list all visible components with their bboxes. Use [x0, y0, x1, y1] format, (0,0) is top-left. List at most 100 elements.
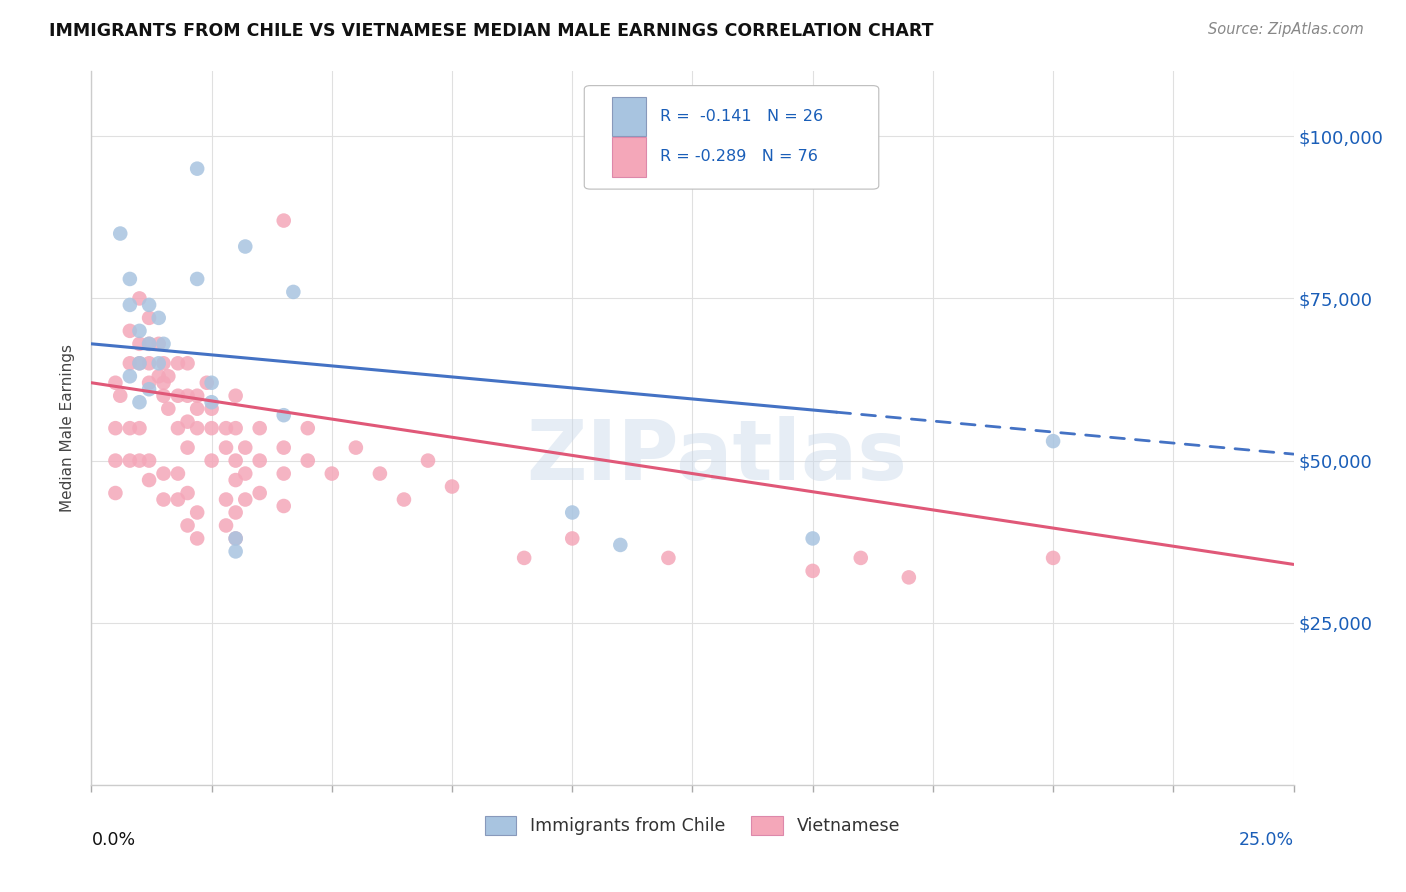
Point: [128, 356, 150, 370]
Point: [215, 518, 238, 533]
Point: [176, 518, 198, 533]
Point: [273, 467, 295, 481]
Point: [152, 336, 174, 351]
Point: [128, 356, 150, 370]
Point: [118, 356, 141, 370]
Point: [167, 467, 190, 481]
Point: [297, 421, 319, 435]
Point: [128, 421, 150, 435]
Point: [138, 376, 160, 390]
Point: [138, 310, 160, 325]
Point: [104, 376, 127, 390]
Point: [152, 492, 174, 507]
Point: [138, 336, 160, 351]
Point: [176, 415, 198, 429]
Point: [152, 376, 174, 390]
Point: [128, 395, 150, 409]
Point: [110, 389, 132, 403]
Point: [249, 486, 271, 500]
Point: [392, 492, 415, 507]
Text: Source: ZipAtlas.com: Source: ZipAtlas.com: [1208, 22, 1364, 37]
Point: [176, 389, 198, 403]
Point: [225, 473, 247, 487]
Point: [368, 467, 391, 481]
Point: [249, 421, 271, 435]
Text: ZIPatlas: ZIPatlas: [526, 417, 907, 497]
Point: [104, 421, 127, 435]
Point: [440, 479, 463, 493]
Point: [167, 421, 190, 435]
Point: [128, 292, 150, 306]
Point: [416, 453, 439, 467]
Point: [225, 506, 247, 520]
Point: [104, 486, 127, 500]
Text: 0.0%: 0.0%: [91, 831, 135, 849]
Point: [273, 213, 295, 227]
Point: [138, 473, 160, 487]
Point: [148, 369, 170, 384]
FancyBboxPatch shape: [585, 86, 879, 189]
Point: [201, 421, 224, 435]
Point: [148, 356, 170, 370]
Text: R = -0.289   N = 76: R = -0.289 N = 76: [659, 150, 818, 164]
Point: [152, 356, 174, 370]
Point: [167, 492, 190, 507]
Point: [801, 532, 824, 546]
Point: [561, 506, 583, 520]
Point: [233, 492, 256, 507]
Point: [186, 532, 208, 546]
Point: [176, 441, 198, 455]
Point: [118, 324, 141, 338]
Point: [513, 550, 536, 565]
Y-axis label: Median Male Earnings: Median Male Earnings: [60, 344, 76, 512]
Point: [215, 492, 238, 507]
Point: [128, 453, 150, 467]
Point: [273, 499, 295, 513]
Point: [186, 272, 208, 286]
Point: [801, 564, 824, 578]
Point: [128, 336, 150, 351]
Point: [104, 453, 127, 467]
Point: [225, 544, 247, 558]
Point: [176, 356, 198, 370]
Point: [897, 570, 920, 584]
Point: [273, 441, 295, 455]
Point: [138, 336, 160, 351]
Point: [201, 401, 224, 416]
Point: [152, 389, 174, 403]
Text: 25.0%: 25.0%: [1239, 831, 1294, 849]
Point: [233, 239, 256, 253]
Point: [297, 453, 319, 467]
Point: [201, 453, 224, 467]
Point: [849, 550, 872, 565]
Point: [157, 369, 180, 384]
Point: [138, 298, 160, 312]
Bar: [612, 96, 645, 136]
Point: [1042, 550, 1064, 565]
Point: [138, 356, 160, 370]
Point: [561, 532, 583, 546]
Point: [249, 453, 271, 467]
Text: IMMIGRANTS FROM CHILE VS VIETNAMESE MEDIAN MALE EARNINGS CORRELATION CHART: IMMIGRANTS FROM CHILE VS VIETNAMESE MEDI…: [49, 22, 934, 40]
Point: [225, 453, 247, 467]
Point: [118, 453, 141, 467]
Text: R =  -0.141   N = 26: R = -0.141 N = 26: [659, 109, 823, 124]
Point: [118, 272, 141, 286]
Point: [186, 389, 208, 403]
Point: [233, 441, 256, 455]
Point: [148, 310, 170, 325]
Point: [215, 441, 238, 455]
Point: [657, 550, 679, 565]
Point: [225, 389, 247, 403]
Point: [201, 395, 224, 409]
Legend: Immigrants from Chile, Vietnamese: Immigrants from Chile, Vietnamese: [479, 811, 905, 840]
Point: [157, 401, 180, 416]
Point: [215, 421, 238, 435]
Point: [186, 161, 208, 176]
Point: [225, 532, 247, 546]
Point: [225, 421, 247, 435]
Point: [186, 401, 208, 416]
Point: [186, 421, 208, 435]
Point: [118, 369, 141, 384]
Point: [233, 467, 256, 481]
